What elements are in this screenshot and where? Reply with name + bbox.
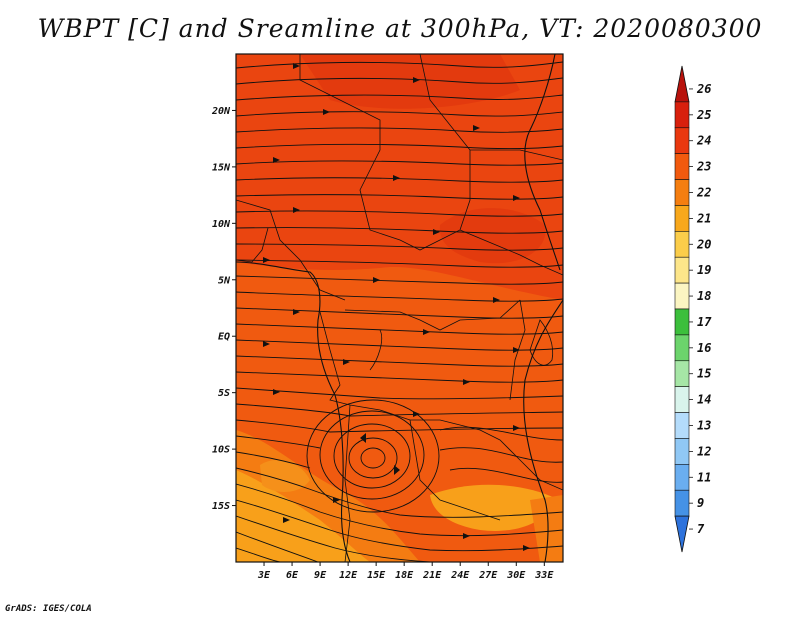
colorbar-top-triangle — [674, 65, 690, 103]
lat-tick-label: 10N — [212, 219, 231, 230]
wbpt-field-southeast-edge — [530, 495, 563, 562]
wbpt-field-southeast — [430, 484, 555, 531]
colorbar-label: 25 — [696, 108, 711, 122]
latitude-axis: 20N 15N 10N 5N EQ 5S 10S 15S — [211, 106, 236, 512]
map-title: WBPT [C] and Sreamline at 300hPa, VT: 20… — [37, 14, 763, 43]
colorbar-label: 20 — [696, 237, 711, 251]
colorbar-segment — [674, 412, 690, 439]
wbpt-field-southwest-blob — [260, 460, 310, 492]
colorbar-segment — [674, 256, 690, 284]
colorbar-segment — [674, 127, 690, 154]
colorbar-label: 13 — [697, 419, 711, 433]
colorbar-segment — [674, 464, 690, 491]
lon-tick-label: 30E — [506, 570, 526, 581]
coastline — [236, 54, 563, 562]
wbpt-field-south-cool — [236, 470, 370, 562]
streamlines — [236, 61, 563, 562]
colorbar-label: 21 — [696, 211, 711, 225]
lat-tick-label: 20N — [211, 106, 231, 117]
lon-tick-label: 3E — [257, 570, 271, 581]
colorbar-segment — [674, 231, 690, 258]
colorbar-label: 12 — [697, 444, 711, 458]
lon-tick-label: 24E — [450, 570, 470, 581]
streamline-arrows — [263, 63, 530, 551]
colorbar-segment — [674, 360, 690, 387]
colorbar-label: 17 — [697, 315, 712, 329]
lon-tick-label: 18E — [395, 570, 414, 581]
colorbar-label: 16 — [697, 341, 711, 355]
colorbar-segment — [674, 308, 690, 336]
map-frame — [235, 53, 564, 563]
lon-tick-label: 12E — [339, 570, 358, 581]
colorbar-segment — [674, 386, 690, 413]
colorbar: 26 25 24 23 22 21 20 19 18 17 16 15 14 13 12 11 9 7 — [674, 65, 712, 553]
lon-tick-label: 15E — [367, 570, 386, 581]
colorbar-segment — [674, 438, 690, 465]
colorbar-label: 24 — [696, 134, 711, 148]
lon-tick-label: 6E — [286, 570, 299, 581]
colorbar-segment — [674, 334, 690, 362]
lat-tick-label: EQ — [218, 332, 230, 343]
lat-tick-label: 10S — [212, 445, 230, 456]
grads-credit: GrADS: IGES/COLA — [5, 604, 92, 614]
lat-tick-label: 5S — [218, 388, 230, 399]
longitude-axis: 3E 6E 9E 12E 15E 18E 21E 24E 27E 30E 33E — [257, 562, 554, 581]
colorbar-label: 22 — [696, 186, 711, 200]
lat-tick-label: 5N — [218, 275, 231, 286]
lat-tick-label: 15N — [212, 162, 231, 173]
lat-tick-label: 15S — [212, 501, 230, 512]
colorbar-segment — [674, 101, 690, 129]
colorbar-segment — [674, 205, 690, 232]
country-borders — [236, 54, 563, 562]
colorbar-segment — [674, 282, 690, 310]
lon-tick-label: 9E — [314, 570, 327, 581]
colorbar-bottom-triangle — [674, 515, 690, 553]
colorbar-label: 9 — [697, 496, 704, 510]
lon-tick-label: 33E — [534, 570, 554, 581]
lon-tick-label: 27E — [478, 570, 498, 581]
colorbar-label: 7 — [697, 522, 705, 536]
colorbar-label: 15 — [697, 367, 711, 381]
colorbar-segment — [674, 153, 690, 180]
lon-tick-label: 21E — [422, 570, 442, 581]
colorbar-label: 11 — [697, 470, 711, 484]
colorbar-label: 14 — [697, 393, 711, 407]
colorbar-segment — [674, 489, 690, 517]
colorbar-label: 23 — [696, 160, 711, 174]
colorbar-segment — [674, 179, 690, 206]
map-area — [236, 54, 563, 562]
colorbar-label: 18 — [697, 289, 711, 303]
colorbar-label: 26 — [696, 82, 711, 96]
colorbar-label: 19 — [697, 263, 711, 277]
